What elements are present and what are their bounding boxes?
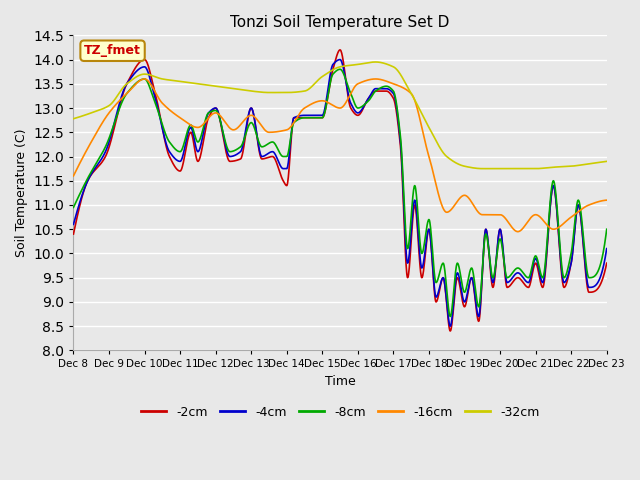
Legend: -2cm, -4cm, -8cm, -16cm, -32cm: -2cm, -4cm, -8cm, -16cm, -32cm [136, 401, 544, 424]
Text: TZ_fmet: TZ_fmet [84, 44, 141, 57]
Title: Tonzi Soil Temperature Set D: Tonzi Soil Temperature Set D [230, 15, 450, 30]
X-axis label: Time: Time [324, 375, 355, 388]
Y-axis label: Soil Temperature (C): Soil Temperature (C) [15, 129, 28, 257]
